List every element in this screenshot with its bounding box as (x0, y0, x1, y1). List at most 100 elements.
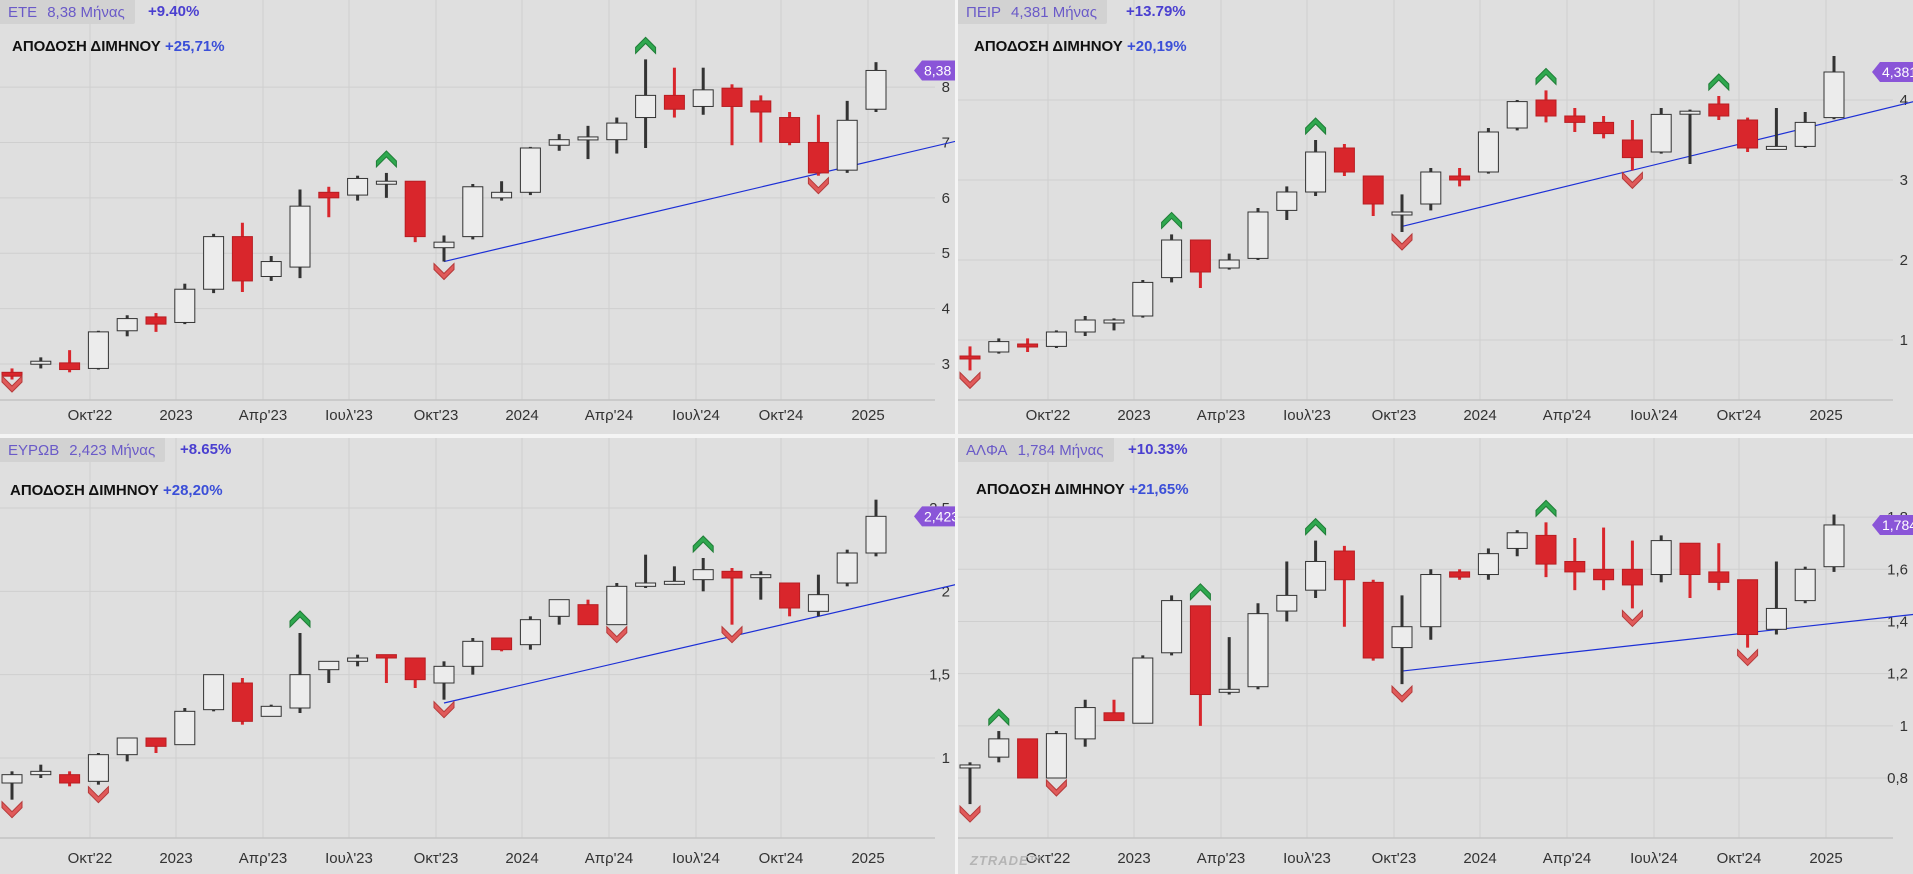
candle-up (865, 499, 887, 557)
candle-up (635, 554, 657, 588)
change-percent: +10.33% (1128, 441, 1188, 458)
candle-body (404, 657, 426, 681)
candle-body (1017, 738, 1039, 779)
candle-body (203, 674, 225, 711)
ticker-box[interactable]: ΑΛΦΑ 1,784 Μήνας (958, 438, 1114, 462)
candle-up (260, 256, 282, 281)
ticker-symbol: ΠΕΙΡ (966, 3, 1002, 21)
candle-body (577, 136, 599, 141)
candle-body (1679, 110, 1701, 115)
x-tick-label: Απρ'23 (239, 850, 287, 867)
ticker-box[interactable]: ΕΤΕ 8,38 Μήνας (0, 0, 135, 24)
candle-body (1362, 175, 1384, 205)
candle-body (1305, 560, 1327, 591)
up-signal-icon (692, 535, 714, 554)
candle-up (836, 100, 858, 173)
ticker-symbol: ΕΤΕ (8, 3, 38, 21)
candle-body (289, 205, 311, 268)
candle-down (1535, 522, 1557, 578)
ticker-box[interactable]: ΠΕΙΡ 4,381 Μήνας (958, 0, 1107, 24)
candle-body (1621, 568, 1643, 586)
up-signal-icon (1535, 67, 1557, 86)
candle-up (116, 737, 138, 762)
candle-down (1362, 579, 1384, 661)
candle-up (433, 235, 455, 262)
x-tick-label: Απρ'23 (1197, 850, 1245, 867)
candle-body (779, 117, 801, 143)
x-tick-label: Οκτ'24 (1717, 407, 1762, 424)
x-tick-label: Οκτ'23 (414, 850, 459, 867)
candle-down (1449, 569, 1471, 580)
candle-body (174, 288, 196, 323)
candle-body (1708, 571, 1730, 583)
candle-body (1535, 534, 1557, 565)
y-tick-label: 1 (1900, 332, 1908, 349)
performance-label: ΑΠΟΔΟΣΗ ΔΙΜΗΝΟΥ (10, 482, 159, 499)
candle-up (1506, 100, 1528, 131)
candle-up (750, 571, 772, 600)
candle-up (30, 357, 52, 369)
last-price-label: 1,784 (1882, 517, 1913, 533)
candle-up (1218, 253, 1240, 270)
candle-up (1391, 595, 1413, 685)
candle-up (318, 660, 340, 683)
candle-down (375, 654, 397, 683)
x-tick-label: Ιουλ'23 (1283, 850, 1331, 867)
x-tick-label: Ιουλ'24 (1630, 407, 1678, 424)
candle-body (491, 191, 513, 199)
candle-up (1823, 514, 1845, 572)
down-signal-icon (606, 625, 628, 644)
chart-canvas: 2,521,51Οκτ'222023Απρ'23Ιουλ'23Οκτ'23202… (0, 438, 955, 867)
candle-down (1362, 175, 1384, 216)
candle-up (375, 172, 397, 198)
down-signal-icon (1621, 171, 1643, 190)
y-tick-label: 1,2 (1887, 666, 1908, 683)
down-signal-icon (1, 800, 23, 819)
candle-up (174, 283, 196, 325)
candle-body (59, 774, 81, 784)
price-label: 1,784 Μήνας (1017, 441, 1104, 459)
y-tick-label: 2 (942, 583, 950, 600)
candle-body (1276, 594, 1298, 612)
candle-up (1794, 566, 1816, 604)
candle-body (663, 94, 685, 110)
down-signal-icon (433, 262, 455, 281)
candle-up (116, 315, 138, 337)
candle-up (1247, 603, 1269, 690)
x-tick-label: Ιουλ'24 (672, 407, 720, 424)
candle-body (1477, 131, 1499, 173)
candle-body (1333, 550, 1355, 581)
x-tick-label: 2023 (159, 850, 192, 867)
candle-up (606, 117, 628, 154)
candle-up (1045, 330, 1067, 348)
candle-down (750, 95, 772, 143)
ticker-box[interactable]: ΕΥΡΩΒ 2,423 Μήνας (0, 438, 166, 462)
candle-body (1794, 121, 1816, 147)
candle-body (174, 710, 196, 746)
x-tick-label: Οκτ'24 (1717, 850, 1762, 867)
x-tick-label: Οκτ'23 (1372, 407, 1417, 424)
performance-label: ΑΠΟΔΟΣΗ ΔΙΜΗΝΟΥ (976, 481, 1125, 498)
candle-down (1737, 579, 1759, 648)
candle-down (145, 313, 167, 332)
x-tick-label: Οκτ'22 (68, 407, 113, 424)
candle-body (404, 180, 426, 238)
y-tick-label: 1 (1900, 718, 1908, 735)
x-tick-label: Οκτ'22 (1026, 850, 1071, 867)
x-tick-label: 2024 (505, 407, 538, 424)
down-signal-icon (1391, 232, 1413, 251)
down-signal-icon (1, 374, 23, 393)
candle-body (606, 122, 628, 141)
candle-down (1333, 144, 1355, 176)
candle-body (59, 362, 81, 371)
x-tick-label: Ιουλ'23 (325, 407, 373, 424)
candle-up (865, 62, 887, 112)
y-tick-label: 3 (1900, 172, 1908, 189)
last-price-label: 2,423 (924, 508, 955, 524)
candle-body (519, 619, 541, 646)
candle-body (836, 552, 858, 584)
candle-down (1103, 699, 1125, 722)
candle-up (260, 704, 282, 717)
candle-up (289, 633, 311, 713)
candle-up (836, 549, 858, 587)
